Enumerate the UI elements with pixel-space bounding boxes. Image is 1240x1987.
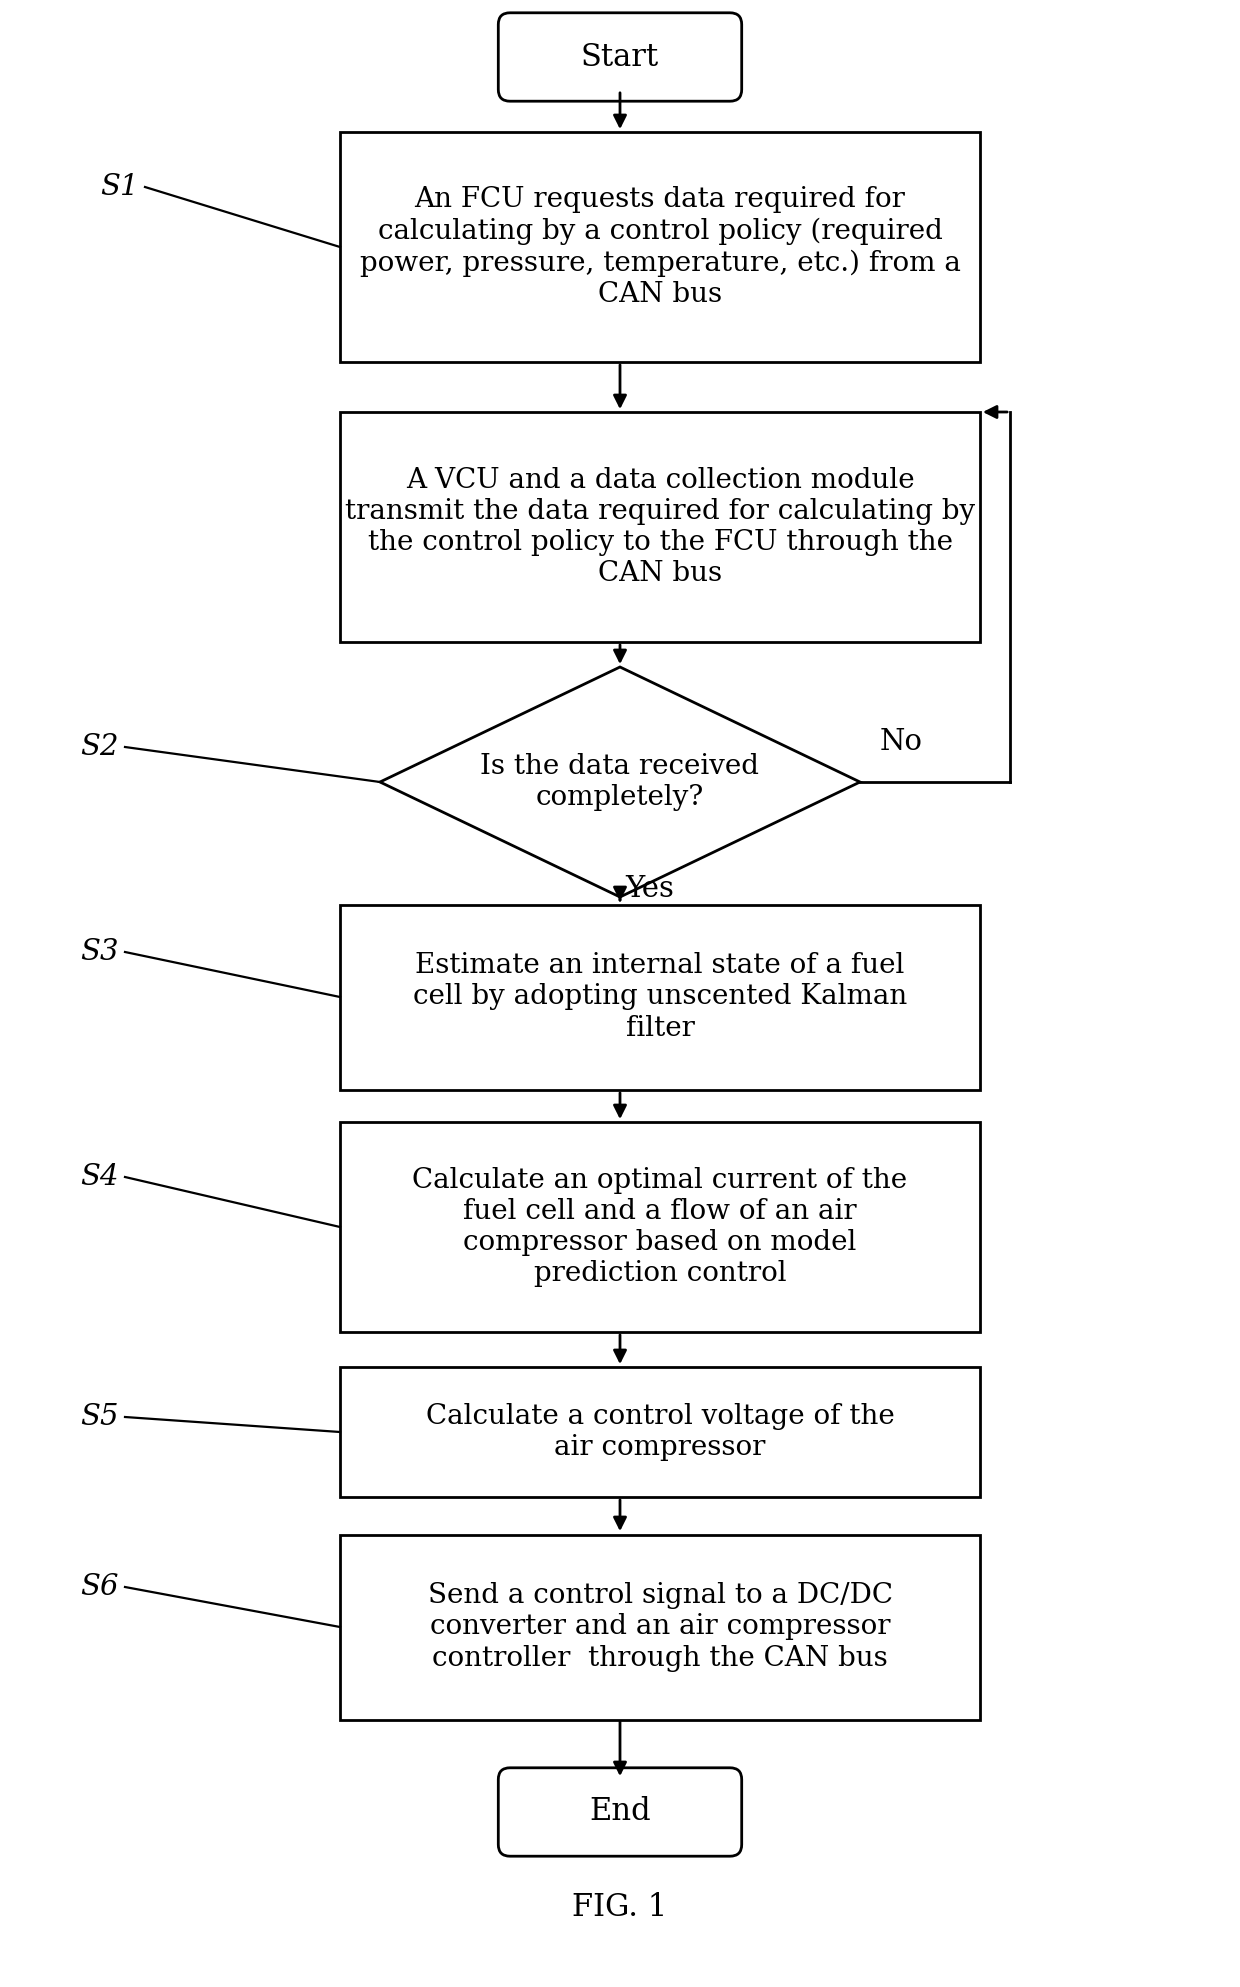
Text: Calculate an optimal current of the
fuel cell and a flow of an air
compressor ba: Calculate an optimal current of the fuel… bbox=[413, 1166, 908, 1288]
Bar bbox=[340, 1534, 980, 1719]
Text: Send a control signal to a DC/DC
converter and an air compressor
controller  thr: Send a control signal to a DC/DC convert… bbox=[428, 1582, 893, 1671]
Text: S1: S1 bbox=[100, 173, 139, 201]
Text: An FCU requests data required for
calculating by a control policy (required
powe: An FCU requests data required for calcul… bbox=[360, 187, 961, 308]
Text: Yes: Yes bbox=[625, 874, 673, 902]
Polygon shape bbox=[379, 668, 861, 896]
Text: S6: S6 bbox=[81, 1574, 119, 1602]
Bar bbox=[340, 131, 980, 362]
Bar bbox=[340, 904, 980, 1089]
Text: FIG. 1: FIG. 1 bbox=[573, 1892, 667, 1923]
Text: Start: Start bbox=[580, 42, 660, 72]
Bar bbox=[340, 1123, 980, 1331]
Text: A VCU and a data collection module
transmit the data required for calculating by: A VCU and a data collection module trans… bbox=[345, 467, 975, 588]
Text: S4: S4 bbox=[81, 1162, 119, 1190]
Bar bbox=[340, 1367, 980, 1496]
Text: S2: S2 bbox=[81, 733, 119, 761]
Text: S5: S5 bbox=[81, 1403, 119, 1431]
Text: S3: S3 bbox=[81, 938, 119, 966]
Text: Calculate a control voltage of the
air compressor: Calculate a control voltage of the air c… bbox=[425, 1403, 894, 1460]
Text: No: No bbox=[880, 727, 923, 755]
Text: End: End bbox=[589, 1796, 651, 1828]
Text: Is the data received
completely?: Is the data received completely? bbox=[481, 753, 759, 811]
FancyBboxPatch shape bbox=[498, 12, 742, 101]
Text: Estimate an internal state of a fuel
cell by adopting unscented Kalman
filter: Estimate an internal state of a fuel cel… bbox=[413, 952, 908, 1041]
FancyBboxPatch shape bbox=[498, 1768, 742, 1856]
Bar bbox=[340, 411, 980, 642]
